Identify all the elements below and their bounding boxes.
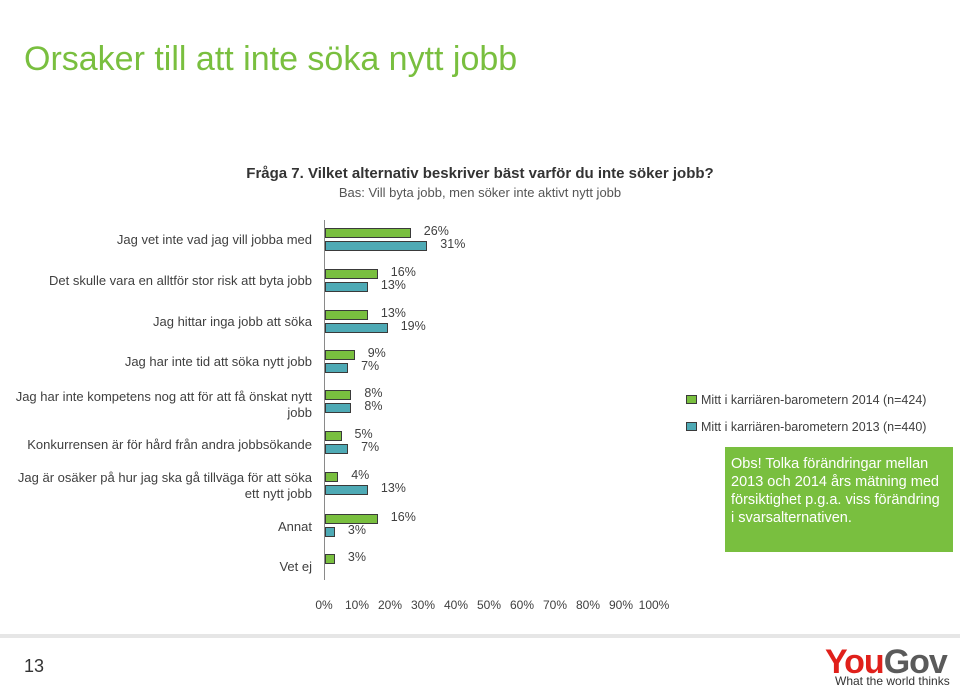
bar-series-1 [325, 350, 355, 360]
bar-series-1 [325, 269, 378, 279]
x-tick-label: 70% [542, 598, 568, 612]
x-tick-label: 80% [575, 598, 601, 612]
x-tick-label: 50% [476, 598, 502, 612]
bar-series-2 [325, 403, 352, 413]
bar-series-2 [325, 527, 335, 537]
data-label: 7% [361, 359, 380, 373]
data-label: 13% [380, 278, 406, 292]
slide-title: Orsaker till att inte söka nytt jobb [24, 40, 518, 78]
bar-series-1 [325, 514, 378, 524]
legend-swatch [686, 422, 697, 431]
bar-series-2 [325, 323, 388, 333]
x-tick-label: 60% [509, 598, 535, 612]
logo-tagline: What the world thinks [835, 674, 950, 688]
data-label: 8% [364, 386, 383, 400]
bar-series-1 [325, 431, 342, 441]
note-box: Obs! Tolka förändringar mellan 2013 och … [725, 447, 953, 552]
y-axis-line [324, 220, 325, 580]
yougov-logo: YouGov [825, 643, 948, 682]
data-label: 4% [351, 468, 370, 482]
bar-series-2 [325, 241, 428, 251]
data-label: 13% [380, 306, 406, 320]
category-label: Jag är osäker på hur jag ska gå tillväga… [17, 470, 312, 501]
data-label: 16% [390, 265, 416, 279]
legend-swatch [686, 395, 697, 404]
category-label: Jag hittar inga jobb att söka [153, 314, 312, 329]
bar-series-2 [325, 444, 349, 454]
bar-series-1 [325, 472, 339, 482]
bar-series-1 [325, 390, 352, 400]
data-label: 13% [380, 481, 406, 495]
data-label: 31% [440, 237, 466, 251]
data-label: 3% [347, 523, 366, 537]
data-label: 19% [400, 319, 426, 333]
category-label: Annat [278, 519, 312, 534]
bar-series-1 [325, 554, 335, 564]
legend-label: Mitt i karriären-barometern 2013 (n=440) [701, 420, 927, 434]
data-label: 26% [423, 224, 449, 238]
logo-gov-text: Gov [883, 643, 948, 681]
bar-series-2 [325, 282, 368, 292]
category-label: Det skulle vara en alltför stor risk att… [48, 273, 312, 288]
legend-item: Mitt i karriären-barometern 2014 (n=424) [686, 393, 926, 407]
category-label: Jag har inte tid att söka nytt jobb [124, 354, 312, 369]
legend-item: Mitt i karriären-barometern 2013 (n=440) [686, 420, 926, 434]
data-label: 8% [364, 399, 383, 413]
x-tick-label: 100% [638, 598, 670, 612]
bar-series-1 [325, 310, 368, 320]
x-tick-label: 10% [344, 598, 370, 612]
x-tick-label: 20% [377, 598, 403, 612]
category-label: Jag har inte kompetens nog att för att f… [15, 389, 312, 420]
category-label: Konkurrensen är för hård från andra jobb… [27, 437, 312, 452]
footer-divider [0, 634, 960, 638]
data-label: 3% [347, 550, 366, 564]
question-base: Bas: Vill byta jobb, men söker inte akti… [338, 185, 622, 200]
question-title: Fråga 7. Vilket alternativ beskriver bäs… [246, 165, 714, 182]
x-tick-label: 30% [410, 598, 436, 612]
x-tick-label: 40% [443, 598, 469, 612]
data-label: 16% [390, 510, 416, 524]
page-number: 13 [24, 656, 45, 676]
legend-label: Mitt i karriären-barometern 2014 (n=424) [701, 393, 927, 407]
logo-you-text: You [825, 643, 885, 681]
x-tick-label: 0% [315, 598, 333, 612]
data-label: 9% [367, 346, 386, 360]
data-label: 7% [361, 440, 380, 454]
bar-series-2 [325, 363, 349, 373]
x-tick-label: 90% [608, 598, 634, 612]
bar-series-1 [325, 228, 411, 238]
bar-series-2 [325, 485, 368, 495]
category-label: Jag vet inte vad jag vill jobba med [116, 232, 312, 247]
data-label: 5% [354, 427, 373, 441]
category-label: Vet ej [279, 559, 312, 574]
